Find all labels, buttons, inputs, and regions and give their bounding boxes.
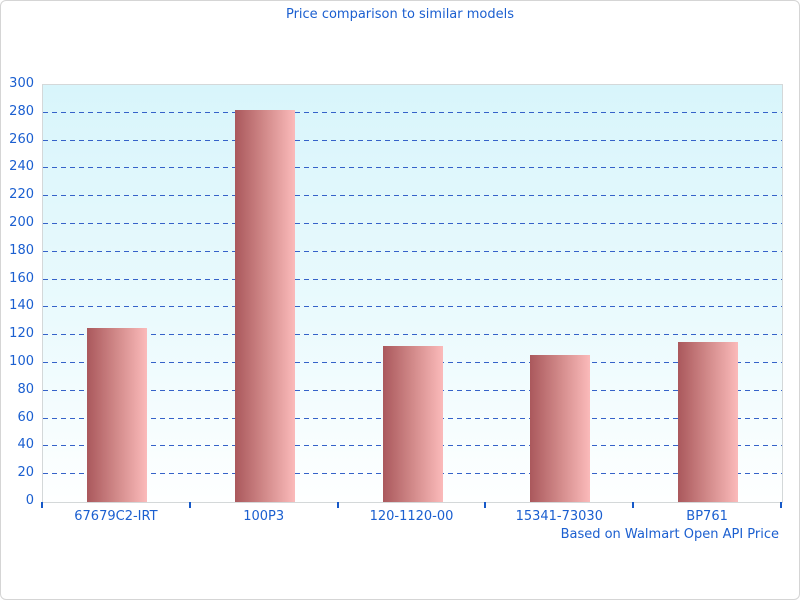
gridline-220 (43, 195, 782, 197)
y-axis: 0 20 40 60 80 100 120 140 160 180 200 220 240 260 280 3… (1, 76, 34, 508)
x-axis-tick (484, 502, 487, 508)
x-axis-tick (632, 502, 635, 508)
gridline-160 (43, 278, 782, 280)
y-tick-label-160: 160 (9, 270, 34, 286)
x-category-label-BP761: BP761 (686, 509, 728, 524)
gridline-200 (43, 223, 782, 224)
y-tick-label-180: 180 (9, 242, 34, 258)
x-category-label-100P3: 100P3 (243, 509, 285, 524)
bar-67679C2-IRT (86, 328, 147, 502)
chart-title: Price comparison to similar models (285, 7, 515, 22)
y-tick-label-60: 60 (17, 409, 34, 425)
y-tick-label-80: 80 (17, 381, 34, 397)
bar-BP761 (678, 342, 739, 502)
y-tick-label-240: 240 (9, 159, 34, 175)
y-tick-label-140: 140 (9, 298, 34, 314)
bar-120-1120-00 (382, 346, 443, 502)
gridline-120 (43, 334, 782, 336)
x-axis-tick (780, 502, 782, 508)
y-tick-label-100: 100 (9, 354, 34, 369)
y-tick-label-0: 0 (25, 493, 34, 508)
gridline-180 (43, 250, 782, 252)
x-axis-labels: 67679C2-IRT 100P3 120-1120-00 15341-73030 BP… (42, 509, 781, 527)
y-tick-label-220: 220 (9, 187, 34, 203)
y-tick-label-280: 280 (9, 103, 34, 119)
y-tick-label-200: 200 (9, 215, 34, 230)
y-tick-label-300: 300 (9, 76, 34, 91)
bar-15341-73030 (530, 354, 591, 502)
gridline-260 (43, 139, 782, 141)
x-category-label-15341-73030: 15341-73030 (515, 509, 603, 524)
x-category-label-120-1120-00: 120-1120-00 (369, 509, 454, 524)
x-category-label-67679C2-IRT: 67679C2-IRT (74, 509, 158, 524)
gridline-280 (43, 111, 782, 113)
bar-100P3 (234, 110, 295, 502)
y-tick-label-20: 20 (17, 465, 34, 481)
y-tick-label-40: 40 (17, 437, 34, 453)
x-axis-tick (336, 502, 339, 508)
y-tick-label-260: 260 (9, 131, 34, 147)
plot-area (42, 84, 783, 503)
x-axis-tick (188, 502, 191, 508)
gridline-140 (43, 306, 782, 308)
chart-caption: Based on Walmart Open API Price (560, 527, 779, 542)
y-tick-label-120: 120 (9, 326, 34, 342)
x-axis-tick (41, 502, 43, 508)
gridline-240 (43, 167, 782, 169)
